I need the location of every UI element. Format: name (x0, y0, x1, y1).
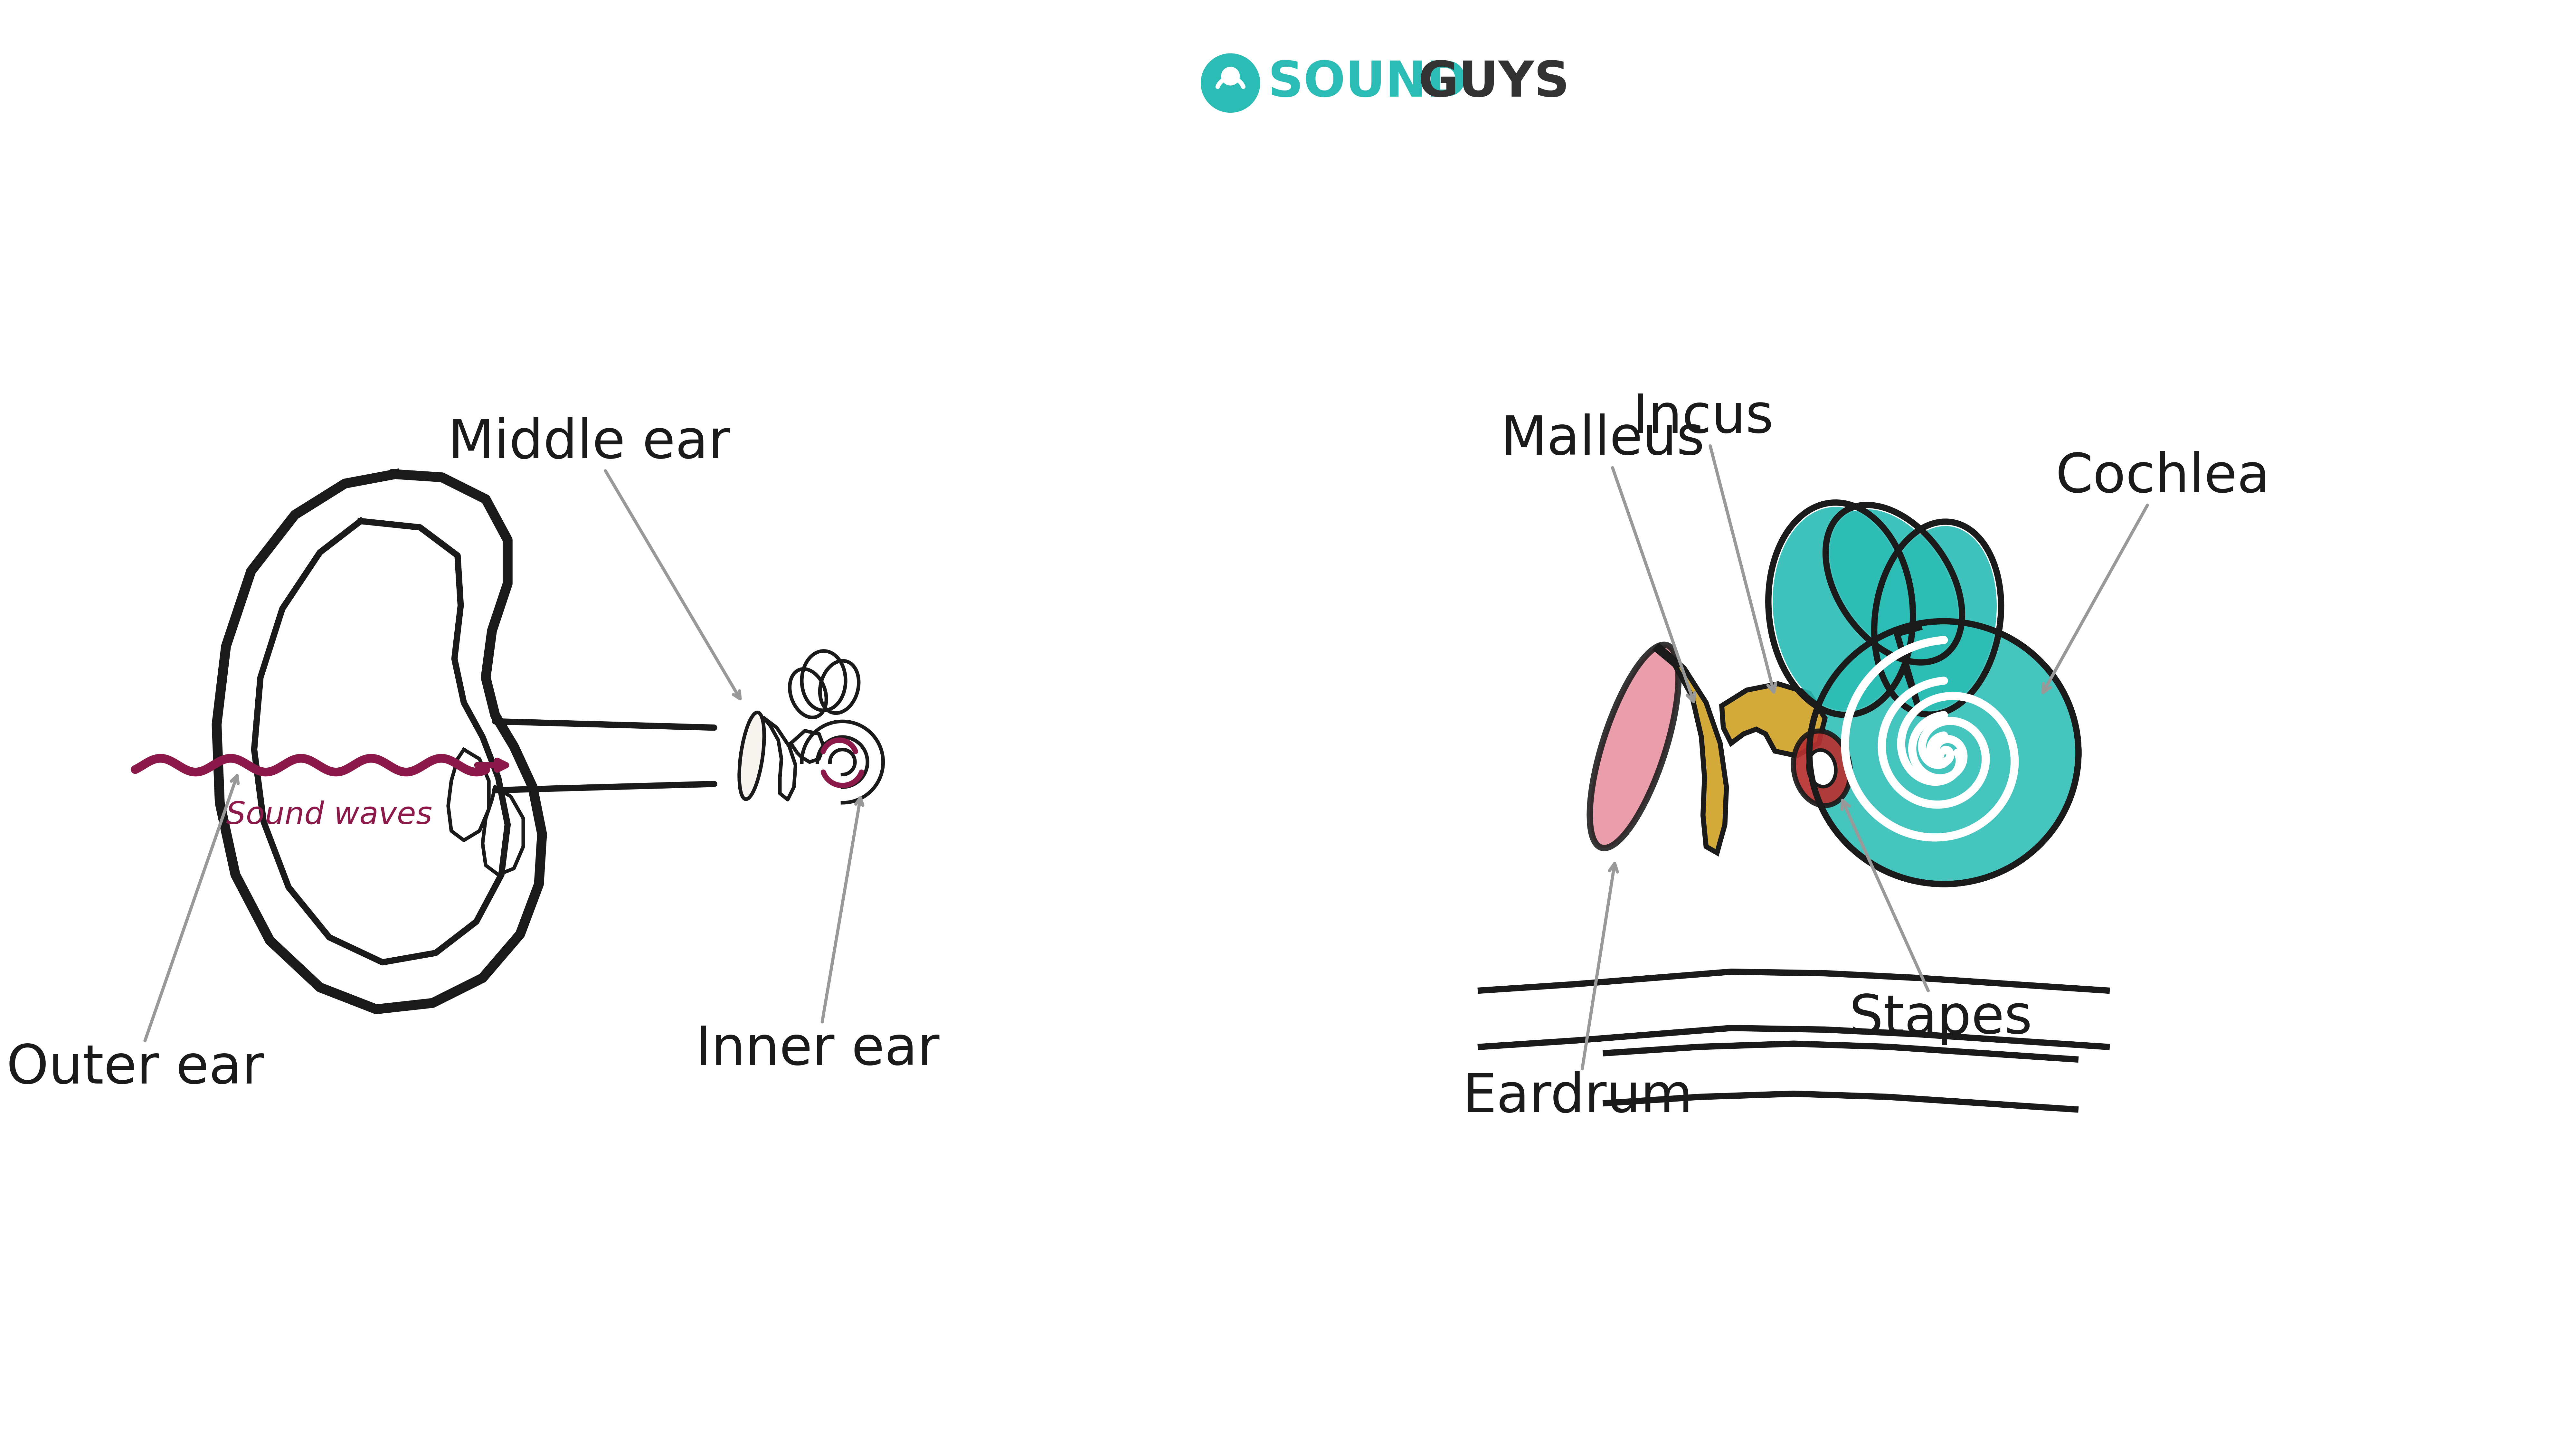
Ellipse shape (1772, 507, 1909, 710)
Text: Middle ear: Middle ear (448, 417, 739, 698)
Text: Cochlea: Cochlea (2043, 451, 2269, 693)
Ellipse shape (739, 713, 765, 800)
Ellipse shape (1808, 751, 1837, 787)
Ellipse shape (1808, 622, 2079, 884)
Text: Eardrum: Eardrum (1463, 864, 1692, 1123)
Ellipse shape (1589, 645, 1680, 848)
Text: Stapes: Stapes (1842, 800, 2032, 1045)
Text: Sound waves: Sound waves (227, 800, 433, 830)
Text: GUYS: GUYS (1419, 59, 1569, 107)
Text: SOUND: SOUND (1267, 59, 1468, 107)
Ellipse shape (1829, 509, 1958, 658)
Circle shape (1200, 54, 1260, 113)
Circle shape (1221, 67, 1239, 85)
Polygon shape (1721, 684, 1824, 756)
Ellipse shape (1878, 526, 1996, 710)
Text: Outer ear: Outer ear (8, 775, 263, 1095)
Text: Incus: Incus (1633, 391, 1775, 693)
Text: Inner ear: Inner ear (696, 797, 940, 1077)
Ellipse shape (1793, 730, 1850, 806)
Polygon shape (1656, 646, 1726, 853)
Text: Malleus: Malleus (1502, 413, 1705, 701)
